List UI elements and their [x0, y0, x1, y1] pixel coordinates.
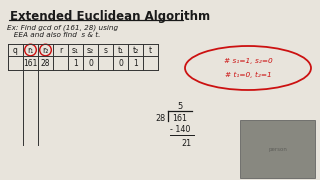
Text: 1: 1 [73, 58, 78, 68]
Text: t₁: t₁ [117, 46, 124, 55]
Text: 28: 28 [156, 114, 166, 123]
Text: Extended Euclidean Algorithm: Extended Euclidean Algorithm [10, 10, 210, 23]
Text: 28: 28 [41, 58, 50, 68]
Text: s: s [103, 46, 108, 55]
Text: t: t [149, 46, 152, 55]
Text: t₂: t₂ [132, 46, 139, 55]
Text: - 140: - 140 [170, 125, 190, 134]
Text: 161: 161 [172, 114, 188, 123]
Text: s₂: s₂ [87, 46, 94, 55]
Text: 0: 0 [118, 58, 123, 68]
Text: s₁: s₁ [72, 46, 79, 55]
Text: q: q [13, 46, 18, 55]
Text: 1: 1 [133, 58, 138, 68]
Text: # t₁=0, t₂=1: # t₁=0, t₂=1 [225, 72, 271, 78]
Text: 21: 21 [181, 138, 191, 147]
Text: 5: 5 [177, 102, 183, 111]
Text: Ex: Find gcd of (161, 28) using: Ex: Find gcd of (161, 28) using [7, 24, 118, 30]
Text: r₂: r₂ [42, 46, 49, 55]
Text: r₁: r₁ [28, 46, 34, 55]
Text: 161: 161 [23, 58, 38, 68]
FancyBboxPatch shape [240, 120, 315, 178]
Text: r: r [59, 46, 62, 55]
Text: EEA and also find  s & t.: EEA and also find s & t. [7, 32, 100, 38]
Text: person: person [268, 147, 287, 152]
Text: 0: 0 [88, 58, 93, 68]
Text: # s₁=1, s₂=0: # s₁=1, s₂=0 [224, 58, 272, 64]
